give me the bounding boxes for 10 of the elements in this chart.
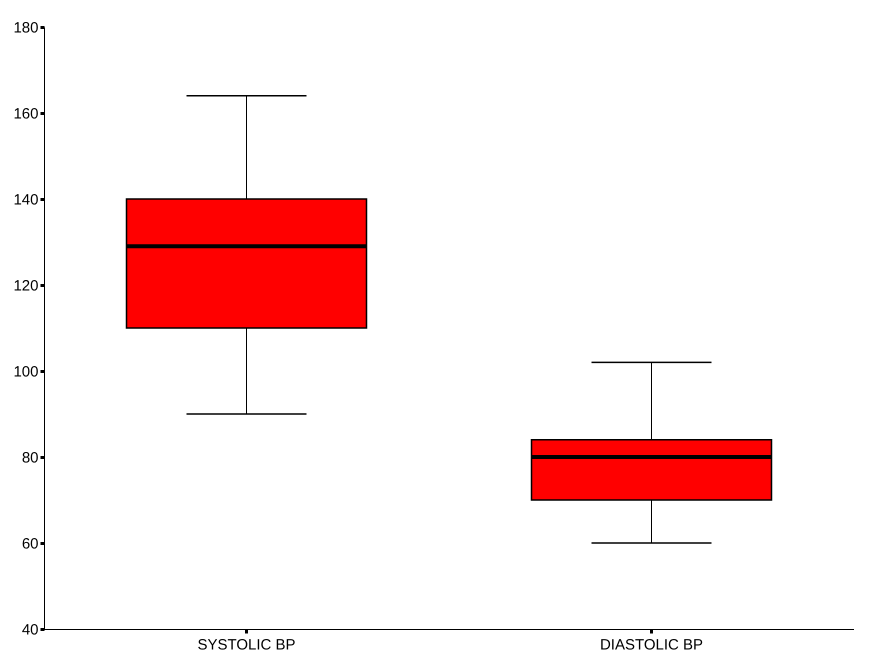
y-tick-label: 160: [13, 106, 38, 122]
y-tick-label: 180: [13, 20, 38, 36]
y-tick-label: 100: [13, 364, 38, 380]
y-tick-label: 40: [22, 622, 38, 638]
y-tick-label: 140: [13, 192, 38, 208]
y-tick-label: 60: [22, 536, 38, 552]
y-tick-label: 120: [13, 278, 38, 294]
x-tick-label: SYSTOLIC BP: [197, 636, 296, 654]
y-tick-label: 80: [22, 450, 38, 466]
x-tick-label: DIASTOLIC BP: [600, 636, 704, 654]
